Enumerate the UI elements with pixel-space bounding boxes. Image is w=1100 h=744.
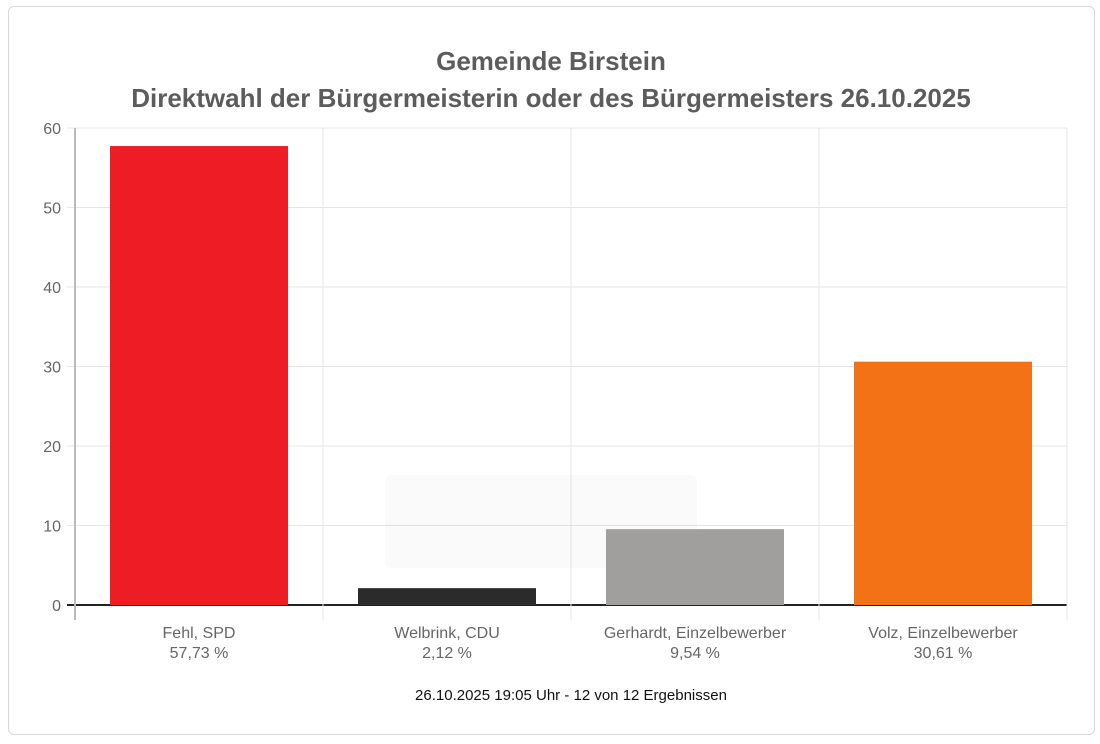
x-tick-label: Welbrink, CDU xyxy=(394,625,500,642)
y-tick-label: 50 xyxy=(43,201,61,218)
y-tick-label: 10 xyxy=(43,519,61,536)
y-tick-label: 20 xyxy=(43,439,61,456)
value-label: 9,54 % xyxy=(670,645,720,662)
x-tick-label: Fehl, SPD xyxy=(163,625,236,642)
y-tick-label: 40 xyxy=(43,280,61,297)
value-label: 2,12 % xyxy=(422,645,472,662)
bar-2 xyxy=(358,588,536,605)
chart-card xyxy=(8,6,1095,735)
x-tick-label: Volz, Einzelbewerber xyxy=(868,625,1018,642)
chart-title-line-1: Gemeinde Birstein xyxy=(436,46,666,76)
value-label: 30,61 % xyxy=(914,645,973,662)
bar-4 xyxy=(854,361,1032,605)
y-tick-label: 30 xyxy=(43,360,61,377)
chart-footer: 26.10.2025 19:05 Uhr - 12 von 12 Ergebni… xyxy=(415,687,727,704)
y-tick-label: 0 xyxy=(52,598,61,615)
x-tick-label: Gerhardt, Einzelbewerber xyxy=(604,625,787,642)
value-label: 57,73 % xyxy=(170,645,229,662)
bar-1 xyxy=(110,146,288,605)
bar-3 xyxy=(606,529,784,605)
chart-title-line-2: Direktwahl der Bürgermeisterin oder des … xyxy=(131,83,971,113)
y-tick-label: 60 xyxy=(43,121,61,138)
